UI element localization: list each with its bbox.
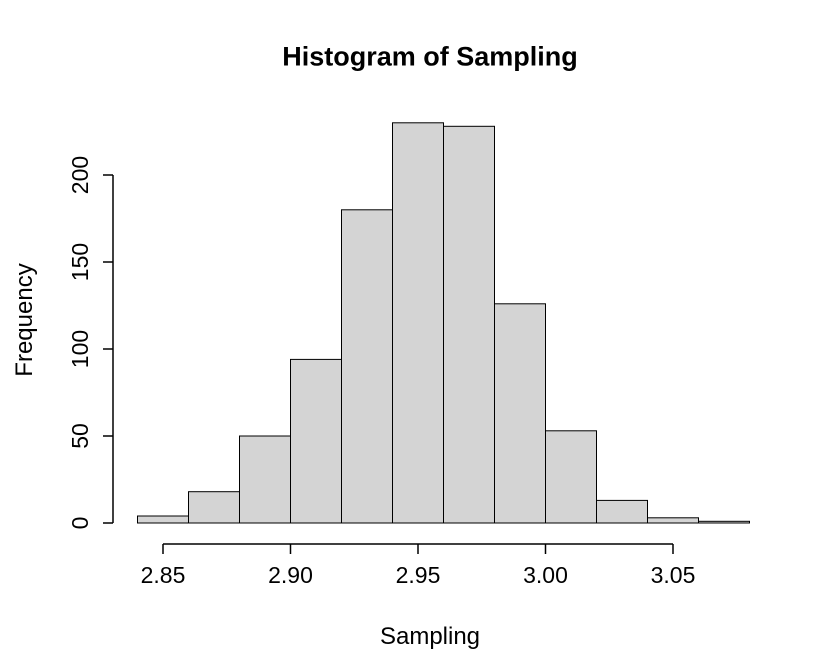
histogram-bar [443,125,495,524]
x-axis-tick-label: 3.05 [651,562,696,588]
histogram-bar [188,491,240,524]
bars-group [137,122,750,524]
y-axis-label: Frequency [11,263,38,377]
histogram-bar [392,122,444,524]
histogram-bar [239,435,291,524]
y-axis-tick-label: 200 [67,156,93,194]
y-axis-tick-label: 100 [67,330,93,368]
x-axis-tick-label: 3.00 [523,562,568,588]
histogram-bar [137,515,189,524]
x-axis-tick-label: 2.90 [268,562,313,588]
y-axis-tick-label: 150 [67,243,93,281]
histogram-bar [290,358,342,524]
y-axis-tick-label: 0 [67,517,93,530]
y-axis-tick-label: 50 [67,423,93,449]
histogram-bar [494,303,546,524]
histogram-bar [341,209,393,524]
histogram-bar [596,499,648,524]
histogram-bar [698,520,750,524]
histogram-bar [545,430,597,524]
x-axis-tick-label: 2.85 [141,562,186,588]
x-axis: 2.85 2.90 2.95 3.00 3.05 [141,543,696,588]
chart-title: Histogram of Sampling [282,41,578,72]
y-axis: 0 50 100 150 200 [67,156,114,530]
x-axis-label: Sampling [379,623,481,650]
x-axis-tick-label: 2.95 [396,562,441,588]
histogram-bar [647,517,699,524]
